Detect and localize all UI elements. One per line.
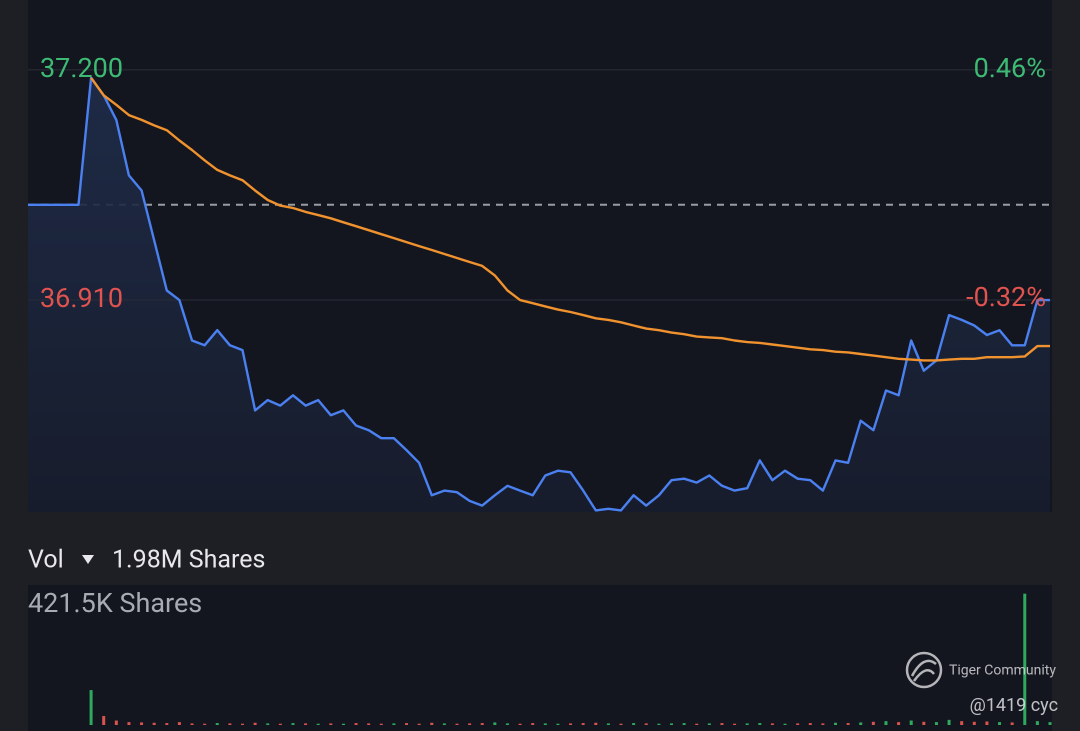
line-series [28, 76, 1050, 512]
volume-total: 1.98M Shares [112, 546, 265, 575]
volume-bar [468, 723, 472, 725]
volume-bar [720, 723, 724, 725]
y2-tick-label: -0.32% [966, 281, 1046, 313]
watermark-logo [905, 651, 943, 689]
volume-bar [228, 723, 232, 725]
volume-chart: 421.5K Shares [28, 587, 1052, 725]
volume-bar [493, 722, 497, 725]
volume-bar [909, 720, 913, 725]
volume-bar [114, 720, 118, 725]
volume-bar [518, 723, 522, 725]
volume-bar [405, 723, 409, 725]
volume-bar [177, 722, 181, 725]
volume-bar [480, 723, 484, 725]
volume-bar [745, 723, 749, 725]
volume-bar [367, 723, 371, 725]
volume-bar [165, 723, 169, 725]
price-chart: 37.200 36.910 0.46% -0.32% [28, 52, 1052, 513]
volume-bar [632, 723, 636, 725]
volume-bar [619, 723, 623, 725]
volume-bar [203, 723, 207, 725]
volume-bar [733, 723, 737, 725]
dropdown-arrow[interactable] [82, 555, 94, 564]
volume-bar [796, 723, 800, 725]
y-tick-label: 36.910 [40, 282, 123, 314]
volume-bar [846, 723, 850, 725]
volume-bar [998, 722, 1002, 725]
line-series [90, 77, 1050, 362]
watermark-user: @1419 cyc [970, 695, 1058, 716]
volume-bar [960, 721, 964, 725]
volume-bar [266, 723, 270, 725]
volume-bar [240, 723, 244, 725]
volume-bar [278, 723, 282, 725]
y-tick-label: 421.5K Shares [28, 587, 202, 619]
volume-bar [871, 721, 875, 725]
volume-bar [834, 722, 838, 725]
y-tick-label: 37.200 [40, 52, 123, 84]
watermark-logo-mark [910, 659, 937, 682]
volume-bar [569, 723, 573, 725]
volume-bar [1023, 593, 1027, 725]
volume-bar [304, 723, 308, 725]
volume-bar [657, 723, 661, 725]
volume-bar [821, 723, 825, 725]
volume-bar [556, 723, 560, 725]
volume-bar [581, 723, 585, 725]
volume-bar [669, 723, 673, 725]
watermark-brand: Tiger Community [949, 663, 1056, 679]
volume-bar [606, 723, 610, 725]
volume-bar [291, 723, 295, 725]
volume-bar [770, 723, 774, 725]
watermark: Tiger Community @1419 cyc [905, 651, 1058, 716]
volume-bar [379, 723, 383, 725]
volume-bar [972, 721, 976, 725]
volume-bar [897, 722, 901, 725]
volume-bar [190, 723, 194, 725]
volume-bar [985, 721, 989, 725]
volume-bar [682, 723, 686, 725]
volume-bar [859, 722, 863, 725]
y2-tick-label: 0.46% [974, 52, 1046, 84]
volume-bar [947, 719, 951, 725]
volume-bar [783, 723, 787, 725]
volume-label: Vol [28, 546, 64, 575]
volume-bar [1010, 722, 1014, 725]
volume-bar [417, 723, 421, 725]
volume-bar [758, 723, 762, 725]
volume-bar [594, 722, 598, 725]
volume-bar [341, 723, 345, 725]
volume-bar [455, 723, 459, 725]
volume-bar [215, 723, 219, 725]
volume-bar [1048, 722, 1052, 725]
volume-panel [28, 585, 1052, 731]
volume-bar [316, 723, 320, 725]
volume-bar [430, 722, 434, 725]
volume-bar [644, 723, 648, 725]
volume-bar [543, 723, 547, 725]
volume-bar [531, 723, 535, 725]
volume-bar [707, 723, 711, 725]
volume-bar [808, 723, 812, 725]
volume-bar [329, 723, 333, 725]
volume-bar [922, 721, 926, 725]
volume-bar [102, 716, 106, 725]
volume-bar [695, 723, 699, 725]
volume-bar [354, 723, 358, 725]
volume-bar [89, 690, 93, 725]
volume-bar [392, 723, 396, 725]
volume-bar [505, 723, 509, 725]
volume-bar [152, 722, 156, 725]
volume-bar [884, 721, 888, 725]
volume-bar [934, 722, 938, 725]
volume-bar [253, 722, 257, 725]
volume-bar [140, 722, 144, 725]
volume-bar [127, 722, 131, 725]
volume-bar [442, 723, 446, 725]
volume-bar [1035, 721, 1039, 725]
